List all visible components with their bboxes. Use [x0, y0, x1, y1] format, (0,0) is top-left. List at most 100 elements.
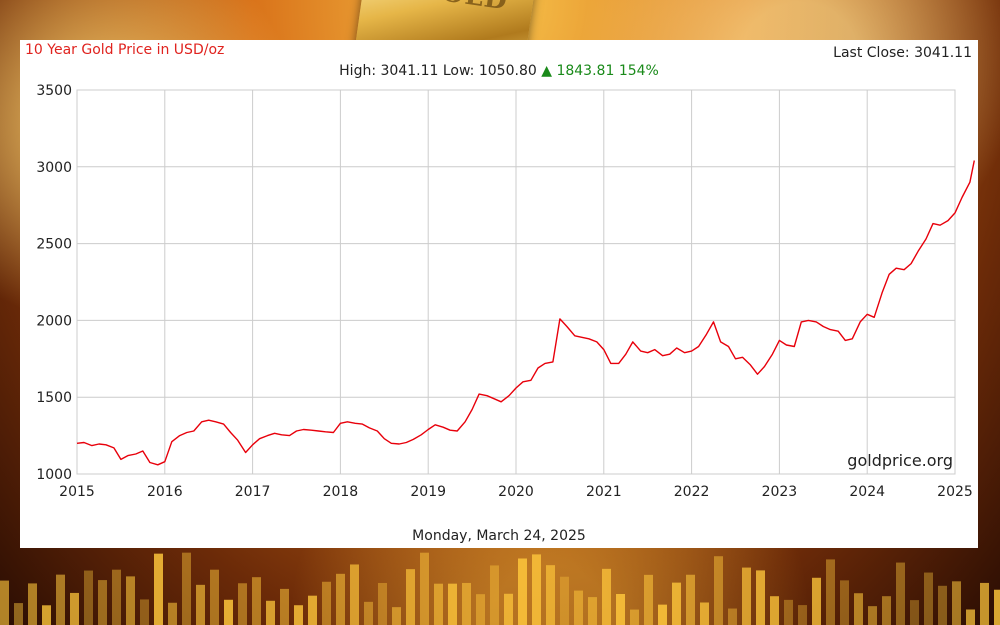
background-bar: [280, 588, 289, 625]
background-bar: [56, 574, 65, 625]
high-value: 3041.11: [380, 63, 439, 79]
background-bar: [602, 568, 611, 625]
background-bar: [868, 606, 877, 625]
high-label: High:: [339, 63, 377, 79]
x-tick-label: 2020: [498, 484, 534, 500]
background-bar: [182, 552, 191, 625]
background-bar: [756, 570, 765, 625]
x-tick-label: 2023: [762, 484, 798, 500]
background-bar: [994, 589, 1000, 625]
source-label: goldprice.org: [847, 451, 953, 470]
background-bar: [812, 577, 821, 625]
x-tick-label: 2018: [323, 484, 359, 500]
up-arrow-icon: ▲: [541, 63, 552, 79]
chart-panel: 2015 2016 2017 2018 2019 2020 2021 2022 2023 2024…: [20, 40, 978, 548]
background-bar: [42, 605, 51, 625]
background-bar: [322, 581, 331, 625]
background-bar: [966, 609, 975, 625]
background-bar: [826, 559, 835, 625]
background-bar: [378, 582, 387, 625]
background-bar: [882, 596, 891, 625]
gold-price-line: [76, 160, 975, 466]
background-bar: [560, 576, 569, 625]
background-bar: [910, 600, 919, 625]
background-bar: [462, 582, 471, 625]
background-bar: [70, 592, 79, 625]
last-close-value: 3041.11: [914, 45, 972, 61]
background-bar: [112, 569, 121, 625]
background-bar: [518, 558, 527, 625]
background-bar: [14, 603, 23, 625]
last-close-label: Last Close:: [833, 45, 910, 61]
background-bar: [616, 593, 625, 625]
background-bar: [938, 585, 947, 625]
chart-date: Monday, March 24, 2025: [412, 528, 586, 544]
background-bar: [854, 593, 863, 625]
change-percent: 154%: [618, 63, 659, 79]
background-bar: [658, 604, 667, 625]
low-label: Low:: [442, 63, 475, 79]
background-bar: [924, 572, 933, 625]
background-bar: [126, 576, 135, 625]
background-bar: [98, 580, 107, 625]
background-bar: [210, 569, 219, 625]
y-tick-label: 3000: [36, 160, 72, 176]
gold-price-chart: 2015 2016 2017 2018 2019 2020 2021 2022 2023 2024…: [36, 83, 975, 500]
x-tick-label: 2019: [410, 484, 446, 500]
background-bar: [770, 596, 779, 625]
background-bar: [224, 599, 233, 625]
background-bar: [196, 584, 205, 625]
background-bar: [742, 567, 751, 625]
x-tick-label: 2024: [849, 484, 885, 500]
background-bar: [728, 608, 737, 625]
background-bar: [84, 570, 93, 625]
x-tick-label: 2022: [674, 484, 710, 500]
background-bar: [532, 554, 541, 625]
background-bar: [574, 590, 583, 625]
background-bar: [336, 573, 345, 625]
background-bar: [350, 564, 359, 625]
background-bar: [476, 594, 485, 625]
background-bar: [168, 602, 177, 625]
background-bar: [266, 600, 275, 625]
background-bar-graphic: [0, 552, 1000, 625]
background-bar: [840, 580, 849, 625]
change-value: 1843.81: [556, 63, 615, 79]
last-close: Last Close: 3041.11: [833, 45, 972, 61]
background-bar: [0, 580, 9, 625]
background-bar: [490, 565, 499, 625]
chart-title: 10 Year Gold Price in USD/oz: [25, 42, 225, 58]
background-bar: [896, 562, 905, 625]
background-bar: [784, 599, 793, 625]
background-bar: [154, 553, 163, 625]
y-tick-label: 1500: [36, 390, 72, 406]
background-bar: [392, 607, 401, 625]
background-bar: [364, 601, 373, 625]
background-bar: [28, 583, 37, 625]
background-bar: [798, 605, 807, 625]
y-tick-label: 2500: [36, 237, 72, 253]
background-bar: [140, 599, 149, 625]
x-tick-label: 2025: [937, 484, 973, 500]
y-tick-label: 1000: [36, 467, 72, 483]
background-bar: [238, 583, 247, 625]
low-value: 1050.80: [478, 63, 537, 79]
background-bar: [952, 581, 961, 625]
background-bar: [448, 583, 457, 625]
background-bar: [630, 609, 639, 625]
background-bar: [406, 569, 415, 625]
background-bar: [672, 582, 681, 625]
y-tick-label: 3500: [36, 83, 72, 99]
background-bar: [252, 577, 261, 625]
background-bar: [686, 574, 695, 625]
background-bar: [700, 602, 709, 625]
background-bar: [714, 556, 723, 625]
background-bar: [980, 582, 989, 625]
x-tick-label: 2016: [147, 484, 183, 500]
background-bar: [294, 605, 303, 625]
x-tick-label: 2015: [59, 484, 95, 500]
x-tick-label: 2017: [235, 484, 271, 500]
background-bar: [546, 565, 555, 625]
background-bar: [588, 597, 597, 625]
x-tick-label: 2021: [586, 484, 622, 500]
